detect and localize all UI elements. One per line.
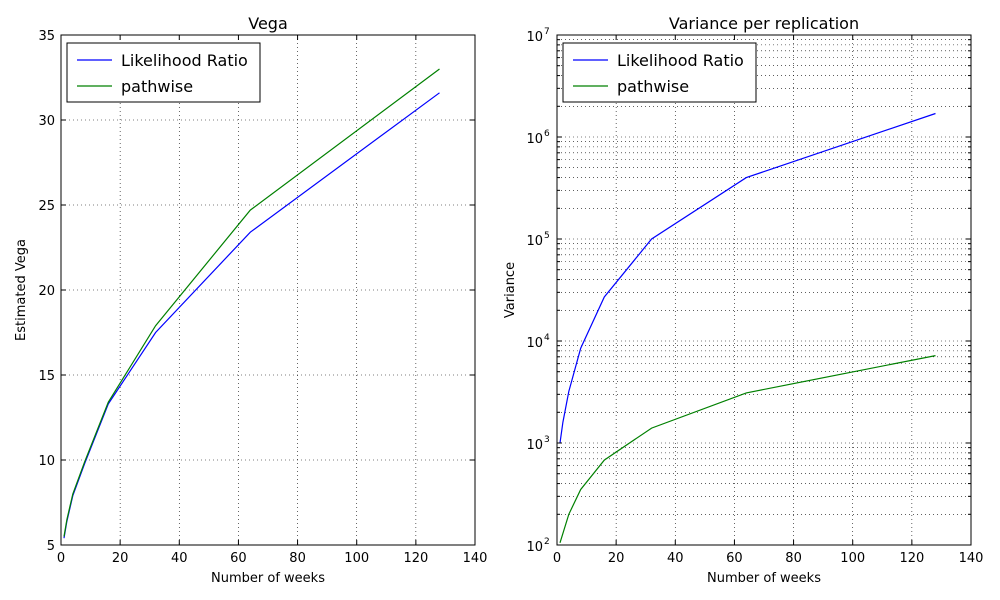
chart-title: Variance per replication (669, 14, 859, 33)
y-tick-label: 25 (38, 199, 55, 214)
x-tick-label: 20 (112, 551, 129, 566)
legend: Likelihood Ratio pathwise (562, 42, 757, 103)
y-tick-base: 10 (526, 234, 543, 249)
legend-box (562, 42, 757, 103)
y-tick-label: 10 (526, 30, 543, 45)
series-lines (559, 112, 936, 543)
x-tick-label: 100 (840, 551, 865, 566)
y-tick-base: 10 (526, 30, 543, 45)
x-axis-label: Number of weeks (707, 571, 821, 586)
y-tick-base: 10 (526, 540, 543, 555)
y-tick-base: 10 (526, 438, 543, 453)
y-tick-exponent: 4 (544, 333, 550, 343)
series-line-pathwise (559, 355, 936, 543)
x-tick-label: 140 (959, 551, 984, 566)
y-tick-label: 10 (526, 234, 543, 249)
y-tick-exponent: 5 (544, 231, 550, 241)
series-line-pathwise (63, 68, 440, 537)
x-tick-label: 80 (289, 551, 306, 566)
y-tick-label: 10 (526, 132, 543, 147)
chart-title: Vega (248, 14, 288, 33)
y-tick-label: 5 (47, 539, 55, 554)
y-tick-exponent: 6 (544, 129, 550, 139)
vega-panel: Vega 0 20 40 60 80 100 120 140 5 10 15 20 25 30 35 Num… (14, 14, 487, 586)
tick-labels: 0 20 40 60 80 100 120 140 5 10 15 20 25 30 35 (38, 29, 487, 566)
x-tick-label: 60 (726, 551, 743, 566)
x-tick-label: 80 (785, 551, 802, 566)
y-tick-label: 10 (38, 454, 55, 469)
y-tick-exponent: 3 (544, 435, 550, 445)
grid (557, 35, 971, 545)
variance-panel: Variance per replication 0 20 40 60 80 100 120… (503, 14, 983, 586)
legend-label: Likelihood Ratio (121, 51, 248, 70)
x-tick-label: 140 (463, 551, 488, 566)
x-tick-label: 0 (57, 551, 65, 566)
x-tick-label: 120 (899, 551, 924, 566)
grid (61, 35, 475, 545)
legend-label: Likelihood Ratio (617, 51, 744, 70)
x-tick-label: 40 (171, 551, 188, 566)
x-tick-label: 100 (344, 551, 369, 566)
y-tick-label: 20 (38, 284, 55, 299)
y-tick-exponent: 2 (544, 537, 550, 547)
tick-marks (556, 35, 972, 546)
x-tick-label: 60 (230, 551, 247, 566)
y-tick-base: 10 (526, 132, 543, 147)
series-line-likelihood-ratio (559, 112, 936, 444)
y-axis-label: Estimated Vega (14, 239, 29, 341)
x-tick-label: 20 (608, 551, 625, 566)
legend-box (66, 42, 261, 103)
y-axis-label: Variance (503, 262, 518, 318)
x-tick-label: 0 (553, 551, 561, 566)
x-axis-label: Number of weeks (211, 571, 325, 586)
legend-label: pathwise (121, 77, 193, 96)
y-tick-base: 10 (526, 336, 543, 351)
y-tick-label: 10 (526, 336, 543, 351)
plot-frame (556, 34, 972, 546)
y-tick-label: 15 (38, 369, 55, 384)
y-tick-label: 35 (38, 29, 55, 44)
legend: Likelihood Ratio pathwise (66, 42, 261, 103)
series-lines (63, 68, 440, 539)
x-tick-label: 40 (667, 551, 684, 566)
y-tick-exponent: 7 (544, 27, 550, 37)
y-tick-label: 10 (526, 540, 543, 555)
y-tick-label: 30 (38, 114, 55, 129)
tick-marks (60, 34, 476, 546)
y-tick-label: 10 (526, 438, 543, 453)
legend-label: pathwise (617, 77, 689, 96)
x-tick-label: 120 (403, 551, 428, 566)
